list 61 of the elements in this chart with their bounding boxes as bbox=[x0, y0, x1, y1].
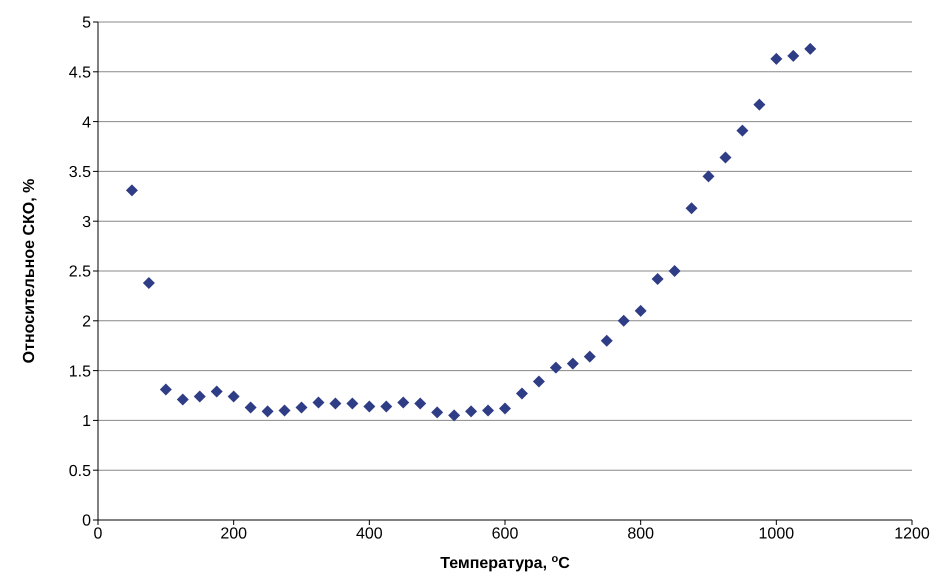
point bbox=[228, 390, 240, 402]
point bbox=[736, 124, 748, 137]
point bbox=[753, 98, 766, 111]
point bbox=[431, 406, 444, 418]
point bbox=[532, 376, 545, 388]
x-tick-label: 1000 bbox=[758, 525, 794, 542]
x-tick-label: 0 bbox=[94, 525, 103, 542]
point bbox=[210, 386, 223, 398]
y-tick-label: 3.5 bbox=[68, 164, 92, 182]
point bbox=[329, 397, 342, 410]
point bbox=[584, 350, 596, 363]
point bbox=[262, 405, 274, 418]
x-tick-label: 800 bbox=[627, 525, 654, 542]
point bbox=[380, 400, 392, 412]
point bbox=[176, 393, 189, 406]
y-tick-label: 5 bbox=[82, 14, 92, 32]
point bbox=[465, 405, 478, 418]
y-tick-label: 4 bbox=[82, 114, 92, 132]
x-tick-label: 1200 bbox=[894, 525, 930, 542]
point bbox=[618, 314, 630, 327]
y-axis-title: Относительное СКО, % bbox=[21, 178, 38, 364]
point bbox=[142, 276, 155, 289]
point bbox=[516, 388, 528, 400]
point bbox=[686, 202, 698, 214]
x-tick-label: 600 bbox=[492, 525, 518, 542]
point bbox=[278, 404, 291, 416]
point bbox=[634, 304, 647, 317]
point bbox=[770, 52, 782, 65]
point bbox=[499, 402, 511, 414]
point bbox=[346, 397, 358, 410]
y-tick-label: 1 bbox=[82, 413, 92, 430]
point bbox=[312, 396, 324, 408]
point bbox=[652, 272, 664, 285]
y-tick-label: 4.5 bbox=[68, 64, 92, 82]
x-axis-title: Температура, $^{o}$C bbox=[440, 553, 570, 572]
y-tick-label: 3 bbox=[82, 214, 92, 231]
point bbox=[244, 401, 257, 414]
point bbox=[668, 265, 681, 277]
point bbox=[804, 42, 816, 55]
x-tick-label: 200 bbox=[220, 525, 248, 542]
y-tick-label: 1.5 bbox=[68, 363, 92, 380]
point bbox=[719, 151, 732, 164]
point bbox=[448, 409, 460, 422]
point bbox=[363, 400, 376, 412]
point bbox=[702, 170, 714, 182]
point bbox=[600, 334, 613, 347]
point bbox=[160, 384, 172, 396]
y-tick-label: 2.5 bbox=[68, 264, 92, 281]
y-tick-label: 0 bbox=[82, 512, 92, 530]
y-tick-label: 0.5 bbox=[68, 462, 92, 480]
point bbox=[414, 397, 426, 410]
point bbox=[482, 404, 494, 416]
point bbox=[787, 50, 800, 62]
point bbox=[566, 358, 579, 370]
point bbox=[397, 396, 410, 408]
point bbox=[194, 390, 206, 402]
x-tick-label: 400 bbox=[356, 525, 383, 542]
y-tick-label: 2 bbox=[82, 313, 92, 330]
point bbox=[126, 184, 138, 196]
point bbox=[296, 401, 308, 414]
point bbox=[550, 362, 562, 374]
